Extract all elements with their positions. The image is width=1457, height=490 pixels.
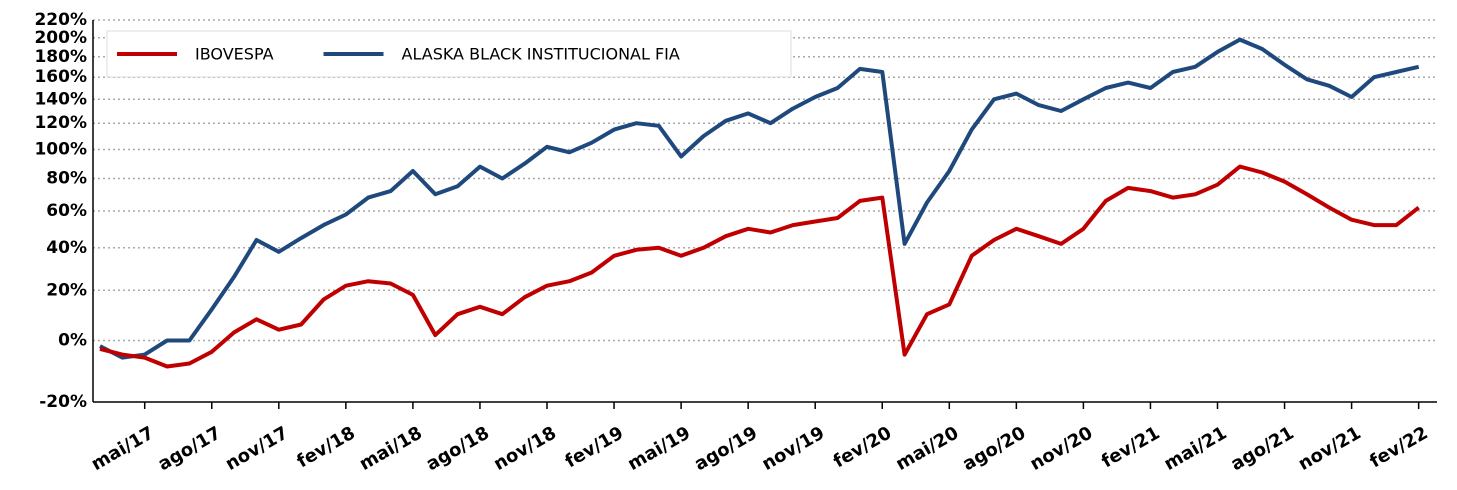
x-tick-label: nov/19	[758, 422, 828, 474]
y-tick-label: 100%	[34, 140, 87, 160]
x-tick-label: nov/17	[222, 422, 292, 474]
y-tick-label: 140%	[34, 89, 87, 109]
y-tick-label: 160%	[34, 67, 87, 87]
x-tick-label: ago/18	[423, 422, 493, 475]
x-tick-label: mai/21	[1161, 422, 1231, 475]
y-tick-label: 120%	[34, 113, 87, 133]
y-tick-label: 80%	[46, 169, 87, 189]
y-tick-label: 60%	[46, 201, 87, 221]
x-tick-label: fev/18	[293, 422, 358, 472]
x-tick-label: nov/20	[1027, 422, 1097, 474]
x-tick-label: mai/20	[892, 422, 962, 475]
y-tick-label: 200%	[34, 28, 87, 48]
legend-label: ALASKA BLACK INSTITUCIONAL FIA	[402, 45, 680, 64]
series-line	[99, 164, 1420, 369]
x-tick-label: ago/20	[959, 422, 1029, 475]
y-tick-label: 0%	[58, 331, 87, 351]
x-tick-label: mai/18	[356, 422, 426, 475]
legend-box	[106, 30, 792, 78]
x-tick-label: nov/21	[1295, 422, 1365, 474]
x-tick-label: mai/17	[88, 422, 158, 475]
x-tick-label: mai/19	[624, 422, 694, 475]
y-tick-label: 180%	[34, 47, 87, 67]
series-line	[99, 37, 1420, 360]
x-tick-label: fev/22	[1366, 422, 1431, 472]
y-tick-label: -20%	[39, 392, 87, 412]
x-tick-label: fev/19	[562, 422, 627, 472]
y-tick-label: 220%	[34, 10, 87, 30]
y-tick-label: 40%	[46, 238, 87, 258]
x-tick-label: ago/17	[154, 422, 224, 475]
x-tick-label: fev/21	[1098, 422, 1163, 472]
y-tick-label: 20%	[46, 280, 87, 300]
x-tick-label: nov/18	[490, 422, 560, 474]
x-tick-label: ago/19	[691, 422, 761, 475]
x-tick-label: ago/21	[1227, 422, 1297, 475]
x-tick-label: fev/20	[830, 422, 895, 472]
legend-label: IBOVESPA	[195, 45, 274, 64]
